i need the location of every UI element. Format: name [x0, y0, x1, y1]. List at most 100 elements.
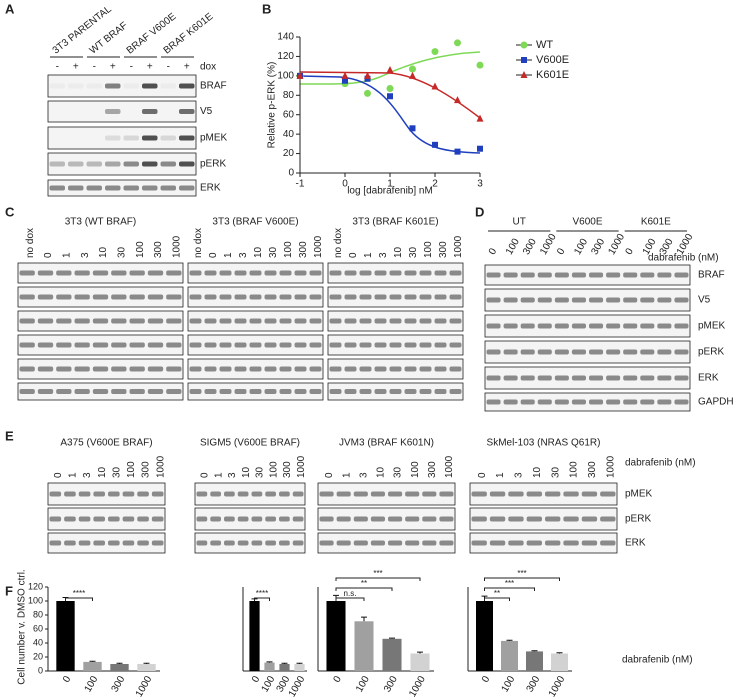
- x-tick-label: 300: [525, 674, 543, 694]
- blot-band: [329, 342, 342, 348]
- blot-band: [589, 399, 604, 405]
- blot-box: [484, 340, 691, 364]
- blot-band: [219, 294, 232, 300]
- blot-band: [508, 540, 524, 546]
- blot-band: [93, 491, 105, 497]
- blot-band: [74, 342, 90, 348]
- blot-band: [160, 185, 176, 191]
- blot-band: [329, 294, 342, 300]
- blot-band: [108, 516, 120, 522]
- blot-band: [563, 516, 579, 522]
- bar: [526, 651, 543, 671]
- blot-band: [68, 185, 84, 191]
- fit-curve: [299, 71, 481, 119]
- blot-band: [537, 349, 552, 355]
- blot-band: [92, 342, 109, 348]
- blot-band: [264, 366, 277, 372]
- marker: [476, 61, 484, 69]
- blot-band: [292, 540, 304, 546]
- blot-band: [204, 366, 217, 372]
- blot-band: [486, 399, 501, 405]
- blot-band: [404, 270, 417, 276]
- blot-title: 3T3 (BRAF V600E): [212, 217, 298, 228]
- blot-band: [292, 491, 304, 497]
- blot-band: [344, 342, 357, 348]
- blot-band: [486, 375, 501, 381]
- lane-label: 300: [153, 241, 164, 258]
- x-tick-label: 1000: [134, 674, 155, 697]
- blot-band: [142, 161, 158, 167]
- blot-band: [589, 375, 604, 381]
- blot-band: [129, 389, 145, 394]
- marker: [454, 96, 461, 104]
- blot-band: [554, 272, 569, 278]
- marker: [364, 71, 371, 79]
- lane-label: 300: [589, 236, 607, 256]
- blot-band: [93, 516, 105, 522]
- lane-label: 0: [348, 252, 359, 258]
- blot-band: [623, 323, 638, 329]
- row-label: pMEK: [625, 489, 653, 500]
- panel-label: E: [5, 428, 14, 443]
- blot-band: [294, 342, 307, 348]
- marker: [364, 89, 371, 97]
- blot-band: [405, 516, 420, 522]
- blot-band: [92, 318, 109, 324]
- blot-box: [484, 264, 691, 286]
- bar: [83, 661, 102, 671]
- blot-band: [86, 161, 102, 167]
- blot-band: [279, 389, 292, 394]
- blot-band: [419, 366, 432, 372]
- blot-box: [317, 532, 456, 554]
- blot-band: [166, 366, 182, 372]
- blot-band: [537, 399, 552, 405]
- dox-label: dox: [200, 62, 216, 73]
- blot-title: JVM3 (BRAF K601N): [339, 438, 434, 449]
- bar: [294, 664, 305, 671]
- lane-label: 1000: [313, 235, 324, 258]
- blot-band: [589, 297, 604, 303]
- y-tick-label: 80: [33, 609, 43, 619]
- blot-box: [47, 179, 197, 197]
- blot-band: [189, 389, 202, 394]
- blot-band: [111, 389, 127, 394]
- significance-label: n.s.: [344, 589, 357, 598]
- x-tick-label: 1000: [547, 674, 568, 697]
- row-label: ERK: [625, 538, 646, 549]
- lane-label: 3: [227, 472, 238, 478]
- blot-band: [370, 516, 385, 522]
- blot-band: [489, 540, 506, 546]
- blot-band: [147, 342, 164, 348]
- blot-band: [388, 540, 403, 546]
- error-bar: [531, 650, 538, 652]
- bar: [382, 638, 402, 671]
- blot-band: [234, 342, 247, 348]
- blot-band: [422, 516, 437, 522]
- lane-label: 3: [378, 252, 389, 258]
- x-tick-label: 0: [332, 674, 345, 685]
- blot-band: [237, 491, 249, 497]
- blot-band: [319, 540, 334, 546]
- blot-band: [234, 294, 247, 300]
- blot-band: [526, 516, 542, 522]
- row-label: pERK: [698, 347, 724, 358]
- bar: [354, 621, 374, 671]
- blot-band: [449, 366, 462, 372]
- blot-band: [503, 399, 518, 405]
- blot-band: [265, 540, 276, 546]
- x-tick-label: 0: [250, 674, 263, 685]
- marker: [409, 65, 416, 73]
- blot-band: [56, 389, 72, 394]
- blot-band: [374, 366, 387, 372]
- blot-band: [640, 399, 655, 405]
- significance-bracket: [65, 597, 93, 601]
- blot-band: [344, 389, 357, 394]
- blot-band: [606, 375, 621, 381]
- y-tick-label: 40: [283, 129, 295, 140]
- blot-band: [344, 318, 357, 324]
- x-tick-label: 2: [432, 179, 438, 190]
- blot-band: [166, 389, 182, 394]
- significance-label: ***: [505, 579, 514, 588]
- blot-band: [449, 294, 462, 300]
- blot-band: [640, 272, 655, 278]
